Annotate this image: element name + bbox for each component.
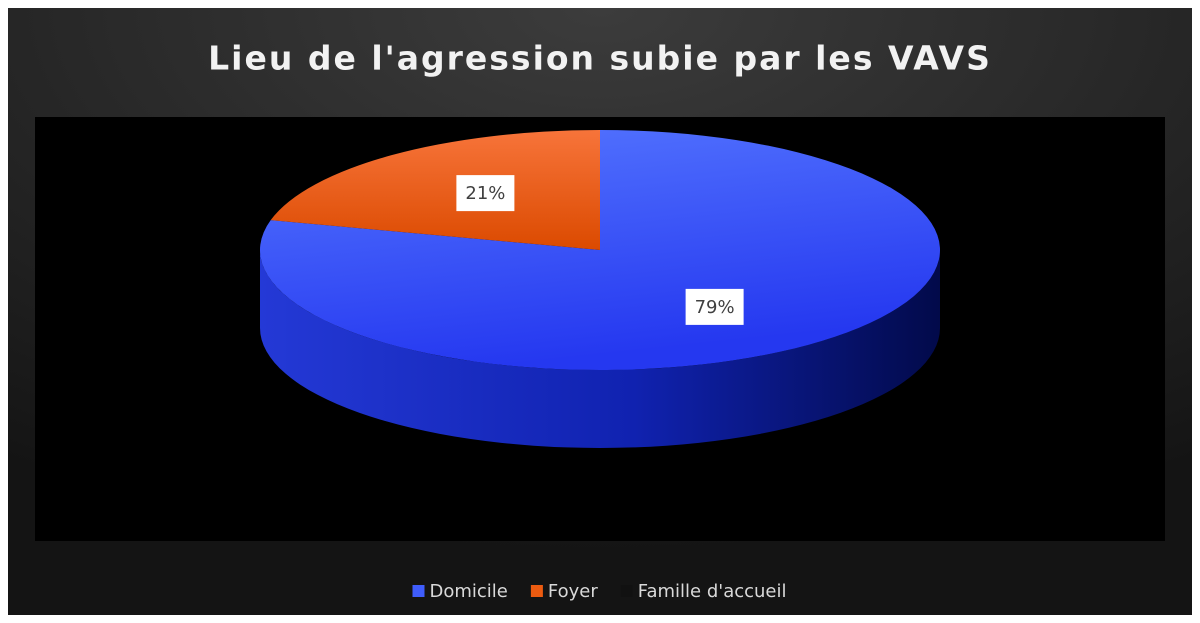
pie-slice xyxy=(260,130,940,371)
data-label-box xyxy=(685,288,744,325)
data-label: 79% xyxy=(695,297,735,318)
legend-swatch xyxy=(412,585,425,597)
chart-title: Lieu de l'agression subie par les VAVS xyxy=(208,39,992,78)
legend-label: Famille d'accueil xyxy=(638,581,787,602)
legend-swatch xyxy=(530,585,543,597)
data-label-box xyxy=(456,175,515,212)
pie-slice xyxy=(270,130,600,250)
legend-swatch xyxy=(620,585,633,597)
data-label: 21% xyxy=(465,183,505,204)
legend-label: Domicile xyxy=(430,581,508,602)
pie-slice-side xyxy=(260,250,940,448)
legend-label: Foyer xyxy=(548,581,598,602)
